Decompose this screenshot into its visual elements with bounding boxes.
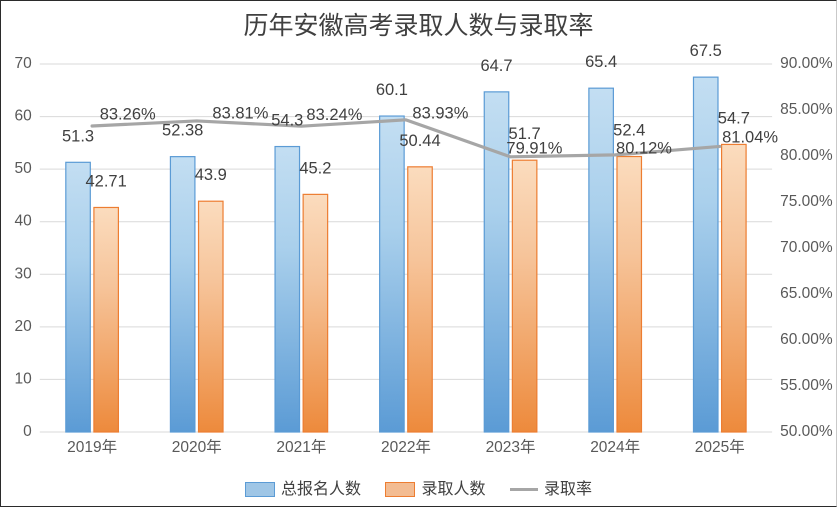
- svg-text:50.44: 50.44: [399, 132, 440, 150]
- svg-text:43.9: 43.9: [195, 166, 227, 184]
- svg-text:0: 0: [23, 423, 32, 440]
- svg-text:52.4: 52.4: [613, 122, 645, 140]
- svg-text:70: 70: [15, 55, 33, 72]
- svg-text:60.00%: 60.00%: [780, 331, 833, 348]
- svg-text:75.00%: 75.00%: [780, 193, 833, 210]
- svg-text:60.1: 60.1: [376, 81, 408, 99]
- svg-text:83.81%: 83.81%: [212, 104, 268, 122]
- svg-text:45.2: 45.2: [299, 159, 331, 177]
- svg-text:70.00%: 70.00%: [780, 239, 833, 256]
- svg-text:81.04%: 81.04%: [722, 129, 778, 147]
- svg-text:60: 60: [15, 108, 33, 125]
- svg-text:79.91%: 79.91%: [506, 139, 562, 157]
- svg-text:65.00%: 65.00%: [780, 285, 833, 302]
- svg-text:2023年: 2023年: [486, 438, 536, 456]
- svg-text:50: 50: [15, 160, 33, 177]
- svg-text:42.71: 42.71: [86, 172, 127, 190]
- svg-text:80.12%: 80.12%: [616, 139, 672, 157]
- svg-text:54.3: 54.3: [271, 112, 303, 130]
- svg-text:83.26%: 83.26%: [100, 106, 156, 124]
- svg-text:30: 30: [15, 265, 33, 282]
- svg-text:83.24%: 83.24%: [306, 106, 362, 124]
- svg-text:40: 40: [15, 213, 33, 230]
- svg-text:2020年: 2020年: [172, 438, 222, 456]
- svg-text:52.38: 52.38: [162, 122, 203, 140]
- svg-text:90.00%: 90.00%: [780, 55, 833, 72]
- svg-text:20: 20: [15, 318, 33, 335]
- svg-text:50.00%: 50.00%: [780, 423, 833, 440]
- svg-text:51.3: 51.3: [62, 127, 94, 145]
- svg-text:2021年: 2021年: [276, 438, 326, 456]
- svg-text:2022年: 2022年: [381, 438, 431, 456]
- svg-text:80.00%: 80.00%: [780, 147, 833, 164]
- svg-text:10: 10: [15, 370, 33, 387]
- svg-text:2024年: 2024年: [590, 438, 640, 456]
- svg-text:65.4: 65.4: [585, 53, 617, 71]
- svg-text:85.00%: 85.00%: [780, 101, 833, 118]
- svg-text:2019年: 2019年: [67, 438, 117, 456]
- svg-text:64.7: 64.7: [480, 57, 512, 75]
- svg-text:55.00%: 55.00%: [780, 377, 833, 394]
- svg-text:54.7: 54.7: [718, 109, 750, 127]
- svg-text:2025年: 2025年: [695, 438, 745, 456]
- svg-text:67.5: 67.5: [690, 42, 722, 60]
- svg-text:83.93%: 83.93%: [412, 104, 468, 122]
